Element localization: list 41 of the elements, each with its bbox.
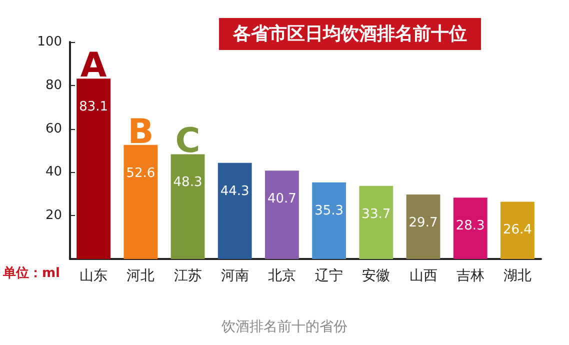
y-axis-title: 单位：ml bbox=[2, 265, 60, 281]
x-tick-label: 吉林 bbox=[456, 268, 484, 284]
annotation: A bbox=[80, 46, 108, 86]
data-label: 52.6 bbox=[126, 166, 156, 181]
data-label: 33.7 bbox=[362, 206, 391, 222]
data-label: 40.7 bbox=[267, 192, 296, 207]
annotation: C bbox=[175, 121, 200, 162]
x-tick-label: 河北 bbox=[126, 268, 155, 284]
chart-title: 各省市区日均饮酒排名前十位 bbox=[232, 24, 467, 44]
y-tick-label: 60 bbox=[45, 121, 62, 136]
data-label: 28.3 bbox=[456, 218, 485, 234]
data-label: 44.3 bbox=[220, 184, 250, 199]
y-tick-label: 20 bbox=[45, 208, 62, 224]
x-tick-label: 山西 bbox=[409, 268, 438, 284]
bar bbox=[76, 78, 111, 259]
data-label: 26.4 bbox=[502, 222, 532, 238]
bar bbox=[406, 194, 440, 259]
bar bbox=[359, 186, 394, 259]
text: 饮酒排名前十的省份 bbox=[220, 319, 348, 335]
bar bbox=[218, 162, 252, 259]
x-tick-label: 湖北 bbox=[503, 268, 532, 284]
bar bbox=[500, 202, 534, 259]
data-label: 48.3 bbox=[173, 175, 202, 190]
x-tick-label: 山东 bbox=[80, 268, 108, 284]
y-tick-label: 40 bbox=[45, 164, 62, 180]
x-tick-label: 辽宁 bbox=[315, 268, 344, 284]
x-tick-label: 北京 bbox=[268, 268, 296, 284]
x-tick-label: 江苏 bbox=[174, 268, 202, 284]
y-tick-label: 80 bbox=[45, 78, 62, 93]
bar bbox=[264, 170, 299, 259]
x-tick-label: 河南 bbox=[220, 268, 249, 284]
bar bbox=[170, 154, 205, 259]
annotation: B bbox=[128, 112, 154, 152]
data-label: 29.7 bbox=[408, 216, 438, 231]
data-label: 35.3 bbox=[314, 203, 344, 218]
bar bbox=[312, 182, 346, 259]
data-label: 83.1 bbox=[79, 100, 108, 115]
x-tick-label: 安徽 bbox=[362, 268, 390, 284]
bar bbox=[124, 144, 158, 259]
y-tick-label: 100 bbox=[37, 34, 62, 50]
bar bbox=[453, 198, 488, 259]
